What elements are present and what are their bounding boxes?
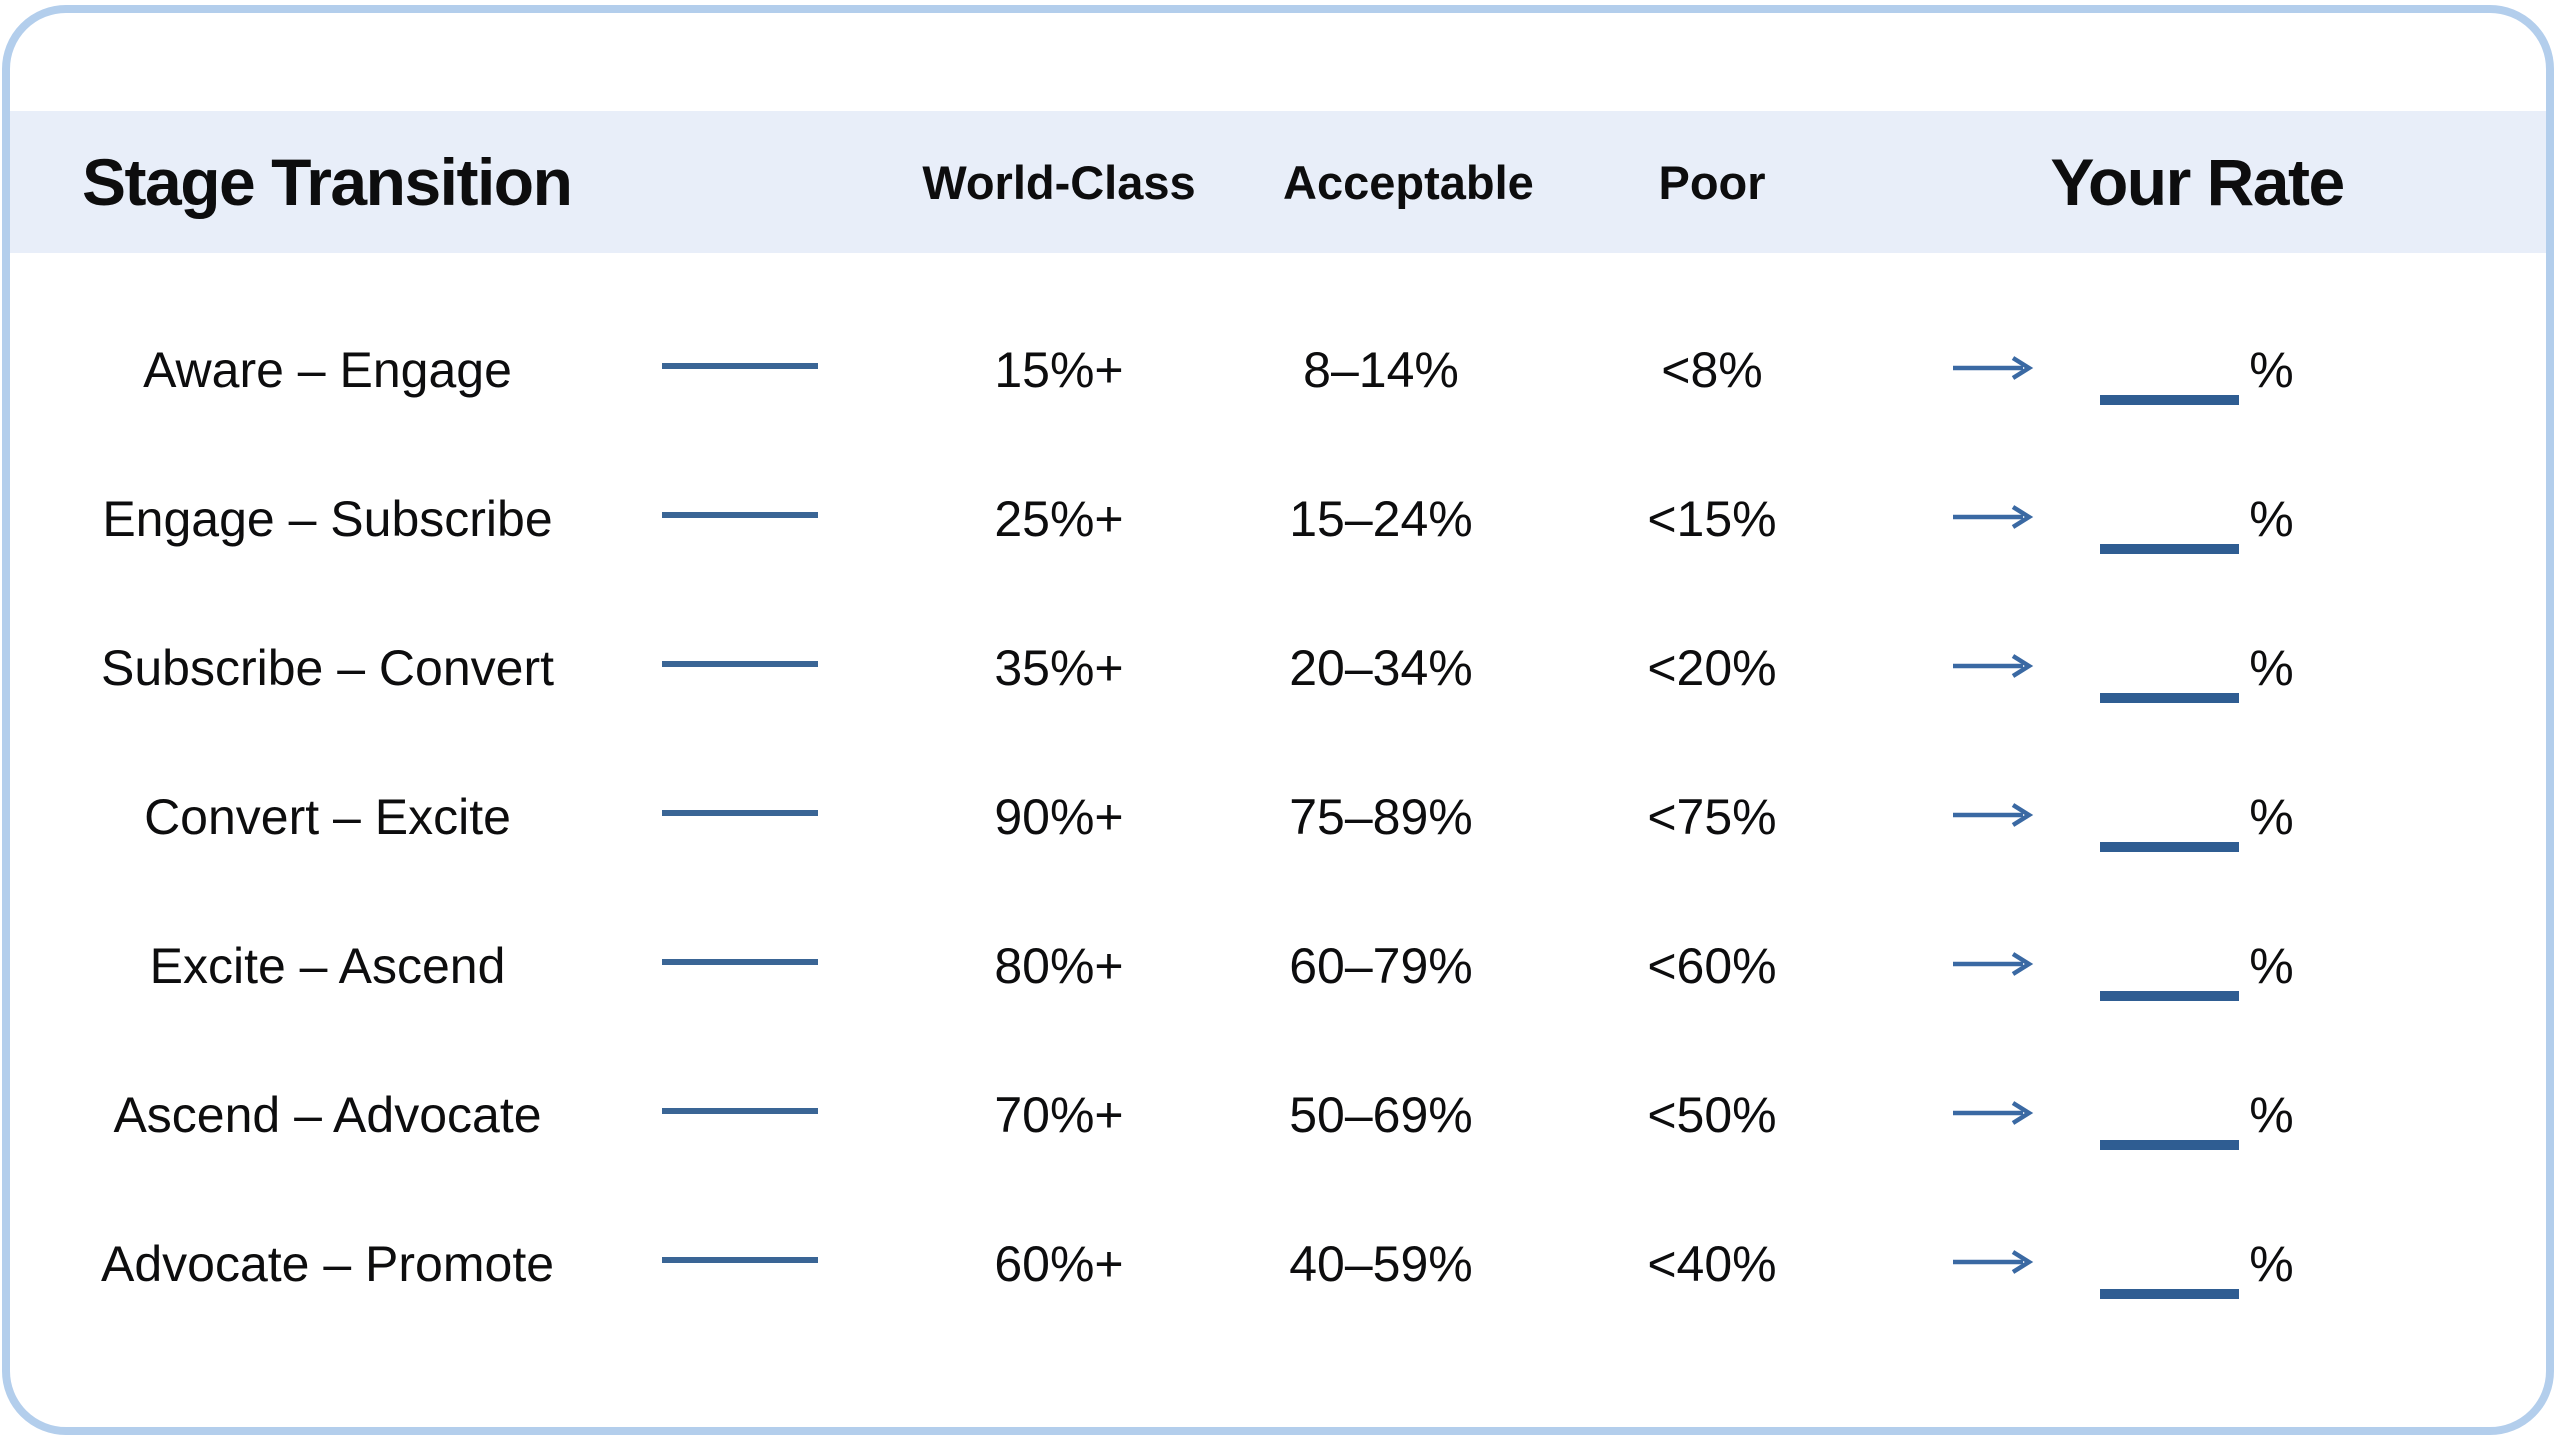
dash-cell [645, 511, 835, 522]
right-arrow-icon [1953, 951, 2034, 976]
column-header-acceptable: Acceptable [1283, 155, 1534, 209]
column-header-poor: Poor [1658, 155, 1766, 209]
arrow-cell [1945, 950, 2041, 982]
world-class-value: 90%+ [994, 788, 1124, 845]
your-rate-blank[interactable] [2100, 692, 2240, 703]
your-rate-blank[interactable] [2100, 1139, 2240, 1150]
column-header-your-rate: Your Rate [2050, 145, 2345, 219]
stage-transition-label: Aware – Engage [143, 341, 512, 398]
poor-value: <50% [1647, 1086, 1777, 1143]
your-rate-cell: % [2041, 639, 2353, 703]
dash-line-icon [662, 660, 818, 667]
world-class-value: 35%+ [994, 639, 1124, 696]
percent-sign: % [2249, 937, 2294, 994]
acceptable-value: 20–34% [1289, 639, 1473, 696]
acceptable-value: 75–89% [1289, 788, 1473, 845]
your-rate-blank[interactable] [2100, 394, 2240, 405]
your-rate-cell: % [2041, 1086, 2353, 1150]
stage-transition-label: Convert – Excite [144, 788, 511, 845]
table-body: Aware – Engage 15%+ 8–14% <8% % Engage –… [10, 253, 2546, 1338]
dash-cell [645, 958, 835, 969]
table-header: Stage Transition World-Class Acceptable … [10, 111, 2546, 253]
right-arrow-icon [1953, 355, 2034, 380]
right-arrow-icon [1953, 653, 2034, 678]
dash-cell [645, 660, 835, 671]
dash-cell [645, 1256, 835, 1267]
arrow-cell [1945, 503, 2041, 535]
table-row: Engage – Subscribe 25%+ 15–24% <15% % [10, 444, 2546, 593]
your-rate-cell: % [2041, 341, 2353, 405]
arrow-cell [1945, 1099, 2041, 1131]
stage-transition-label: Advocate – Promote [100, 1235, 555, 1292]
arrow-cell [1945, 801, 2041, 833]
dash-line-icon [662, 362, 818, 369]
acceptable-value: 40–59% [1289, 1235, 1473, 1292]
dash-line-icon [662, 511, 818, 518]
poor-value: <15% [1647, 490, 1777, 547]
percent-sign: % [2249, 639, 2294, 696]
dash-cell [645, 362, 835, 373]
poor-value: <20% [1647, 639, 1777, 696]
arrow-cell [1945, 354, 2041, 386]
stage-transition-label: Engage – Subscribe [102, 490, 553, 547]
dash-cell [645, 1107, 835, 1118]
dash-line-icon [662, 809, 818, 816]
acceptable-value: 15–24% [1289, 490, 1473, 547]
acceptable-value: 60–79% [1289, 937, 1473, 994]
stage-transition-label: Subscribe – Convert [100, 639, 554, 696]
right-arrow-icon [1953, 504, 2034, 529]
percent-sign: % [2249, 341, 2294, 398]
poor-value: <75% [1647, 788, 1777, 845]
dash-cell [645, 809, 835, 820]
your-rate-cell: % [2041, 1235, 2353, 1299]
poor-value: <40% [1647, 1235, 1777, 1292]
world-class-value: 80%+ [994, 937, 1124, 994]
acceptable-value: 50–69% [1289, 1086, 1473, 1143]
right-arrow-icon [1953, 1100, 2034, 1125]
table-row: Convert – Excite 90%+ 75–89% <75% % [10, 742, 2546, 891]
stage-transition-label: Excite – Ascend [149, 937, 506, 994]
poor-value: <8% [1661, 341, 1763, 398]
table-row: Aware – Engage 15%+ 8–14% <8% % [10, 295, 2546, 444]
acceptable-value: 8–14% [1303, 341, 1459, 398]
right-arrow-icon [1953, 1249, 2034, 1274]
your-rate-blank[interactable] [2100, 990, 2240, 1001]
table-row: Excite – Ascend 80%+ 60–79% <60% % [10, 891, 2546, 1040]
percent-sign: % [2249, 490, 2294, 547]
column-header-stage-transition: Stage Transition [82, 145, 573, 219]
dash-line-icon [662, 1256, 818, 1263]
percent-sign: % [2249, 788, 2294, 845]
table-row: Ascend – Advocate 70%+ 50–69% <50% % [10, 1040, 2546, 1189]
right-arrow-icon [1953, 802, 2034, 827]
dash-line-icon [662, 958, 818, 965]
card-top-spacer [10, 13, 2546, 111]
arrow-cell [1945, 1248, 2041, 1280]
world-class-value: 15%+ [994, 341, 1124, 398]
column-header-world-class: World-Class [922, 155, 1196, 209]
your-rate-cell: % [2041, 937, 2353, 1001]
your-rate-cell: % [2041, 490, 2353, 554]
table-row: Subscribe – Convert 35%+ 20–34% <20% % [10, 593, 2546, 742]
poor-value: <60% [1647, 937, 1777, 994]
percent-sign: % [2249, 1086, 2294, 1143]
arrow-cell [1945, 652, 2041, 684]
your-rate-cell: % [2041, 788, 2353, 852]
world-class-value: 70%+ [994, 1086, 1124, 1143]
table-row: Advocate – Promote 60%+ 40–59% <40% % [10, 1189, 2546, 1338]
percent-sign: % [2249, 1235, 2294, 1292]
your-rate-blank[interactable] [2100, 841, 2240, 852]
world-class-value: 60%+ [994, 1235, 1124, 1292]
stage-transition-label: Ascend – Advocate [113, 1086, 542, 1143]
world-class-value: 25%+ [994, 490, 1124, 547]
dash-line-icon [662, 1107, 818, 1114]
your-rate-blank[interactable] [2100, 1288, 2240, 1299]
your-rate-blank[interactable] [2100, 543, 2240, 554]
benchmark-card: Stage Transition World-Class Acceptable … [2, 5, 2554, 1435]
